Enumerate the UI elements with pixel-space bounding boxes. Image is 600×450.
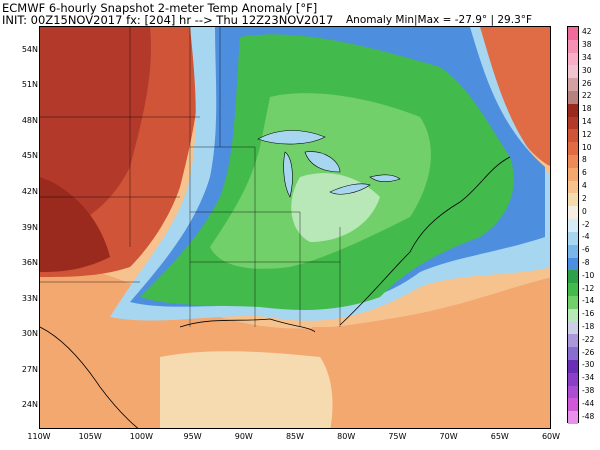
colorbar-label: -48 bbox=[582, 411, 595, 421]
colorbar-segment bbox=[568, 91, 578, 105]
colorbar-segment bbox=[568, 308, 578, 323]
colorbar-label: -30 bbox=[582, 360, 595, 370]
colorbar-segment bbox=[568, 257, 578, 271]
colorbar-label: 2 bbox=[582, 193, 587, 203]
colorbar-label: -44 bbox=[582, 398, 595, 408]
colorbar-segment bbox=[568, 334, 578, 348]
colorbar-segment bbox=[568, 52, 578, 66]
colorbar-segment bbox=[568, 78, 578, 92]
init-line: INIT: 00Z15NOV2017 fx: [204] hr --> Thu … bbox=[2, 13, 334, 27]
colorbar-label: 42 bbox=[582, 27, 592, 37]
colorbar-segment bbox=[568, 180, 578, 194]
western-deep-red bbox=[40, 27, 151, 237]
colorbar-segment bbox=[568, 129, 578, 143]
longitude-label: 90W bbox=[234, 432, 253, 441]
longitude-label: 75W bbox=[388, 432, 407, 441]
colorbar-segment bbox=[568, 398, 578, 412]
colorbar-label: 0 bbox=[582, 206, 587, 216]
colorbar bbox=[567, 26, 579, 425]
colorbar-segment bbox=[568, 155, 578, 169]
colorbar-segment bbox=[568, 295, 578, 310]
colorbar-label: 30 bbox=[582, 65, 592, 75]
state-borders bbox=[40, 27, 341, 327]
longitude-label: 95W bbox=[183, 432, 202, 441]
colorbar-segment bbox=[568, 347, 578, 361]
colorbar-segment bbox=[568, 359, 578, 374]
latitude-label: 45N bbox=[21, 151, 38, 161]
colorbar-label: 22 bbox=[582, 91, 592, 101]
longitude-label: 85W bbox=[285, 432, 305, 441]
colorbar-segment bbox=[568, 231, 578, 246]
latitude-label: 33N bbox=[21, 293, 38, 303]
colorbar-label: 26 bbox=[582, 78, 592, 88]
anomaly-stats: Anomaly Min|Max = -27.9° | 29.3°F bbox=[346, 14, 533, 26]
colorbar-label: -14 bbox=[582, 296, 595, 306]
atlantic-warm bbox=[480, 27, 550, 166]
colorbar-segment bbox=[568, 206, 578, 220]
colorbar-segment bbox=[568, 167, 578, 182]
colorbar-label: 4 bbox=[582, 181, 587, 191]
longitude-label: 80W bbox=[337, 432, 356, 441]
colorbar-segment bbox=[568, 39, 578, 54]
colorbar-segment bbox=[568, 270, 578, 284]
longitude-label: 70W bbox=[439, 432, 458, 441]
colorbar-label: -16 bbox=[582, 309, 595, 319]
colorbar-segment bbox=[568, 411, 578, 425]
colorbar-segment bbox=[568, 321, 578, 335]
colorbar-label: 8 bbox=[582, 155, 587, 165]
longitude-label: 105W bbox=[78, 432, 102, 441]
latitude-label: 36N bbox=[21, 258, 38, 268]
gulf-region bbox=[160, 351, 333, 428]
latitude-label: 30N bbox=[21, 329, 38, 339]
map-title: ECMWF 6-hourly Snapshot 2-meter Temp Ano… bbox=[2, 1, 318, 15]
latitude-label: 48N bbox=[21, 115, 38, 125]
longitude-label: 65W bbox=[490, 432, 509, 441]
colorbar-label: -26 bbox=[582, 347, 595, 357]
latitude-label: 51N bbox=[21, 80, 38, 90]
rockies-core bbox=[40, 177, 110, 272]
colorbar-label: 14 bbox=[582, 117, 592, 127]
colorbar-label: -8 bbox=[582, 257, 590, 267]
colorbar-segment bbox=[568, 27, 578, 41]
coastlines bbox=[40, 156, 511, 428]
longitude-label: 110W bbox=[27, 432, 51, 441]
colorbar-label: -38 bbox=[582, 385, 595, 395]
colorbar-label: 34 bbox=[582, 53, 592, 63]
colorbar-segment bbox=[568, 219, 578, 233]
latitude-label: 39N bbox=[21, 222, 38, 232]
florida-peninsula bbox=[312, 327, 358, 399]
colorbar-label: 38 bbox=[582, 40, 592, 50]
longitude-label: 100W bbox=[129, 432, 153, 441]
colorbar-label: -10 bbox=[582, 270, 595, 280]
colorbar-label: -34 bbox=[582, 373, 595, 383]
temperature-anomaly-map bbox=[39, 26, 551, 429]
latitude-label: 24N bbox=[21, 400, 38, 410]
colorbar-segment bbox=[568, 193, 578, 207]
great-lakes bbox=[257, 130, 401, 198]
longitude-label: 60W bbox=[541, 432, 561, 441]
colorbar-segment bbox=[568, 116, 578, 130]
colorbar-segment bbox=[568, 372, 578, 387]
colorbar-segment bbox=[568, 65, 578, 79]
colorbar-label: -22 bbox=[582, 334, 595, 344]
colorbar-segment bbox=[568, 244, 578, 258]
colorbar-label: -6 bbox=[582, 245, 590, 255]
latitude-label: 42N bbox=[21, 186, 38, 196]
latitude-label: 27N bbox=[21, 364, 38, 374]
colorbar-label: 18 bbox=[582, 104, 592, 114]
colorbar-segment bbox=[568, 385, 578, 399]
colorbar-label: 6 bbox=[582, 168, 587, 178]
latitude-label: 54N bbox=[21, 44, 38, 54]
colorbar-segment bbox=[568, 142, 578, 156]
colorbar-segment bbox=[568, 283, 578, 297]
colorbar-label: -4 bbox=[582, 232, 590, 242]
colorbar-label: -12 bbox=[582, 283, 595, 293]
colorbar-label: 12 bbox=[582, 129, 592, 139]
colorbar-label: 10 bbox=[582, 142, 592, 152]
colorbar-label: -18 bbox=[582, 321, 595, 331]
colorbar-label: -2 bbox=[582, 219, 590, 229]
colorbar-segment bbox=[568, 103, 578, 118]
